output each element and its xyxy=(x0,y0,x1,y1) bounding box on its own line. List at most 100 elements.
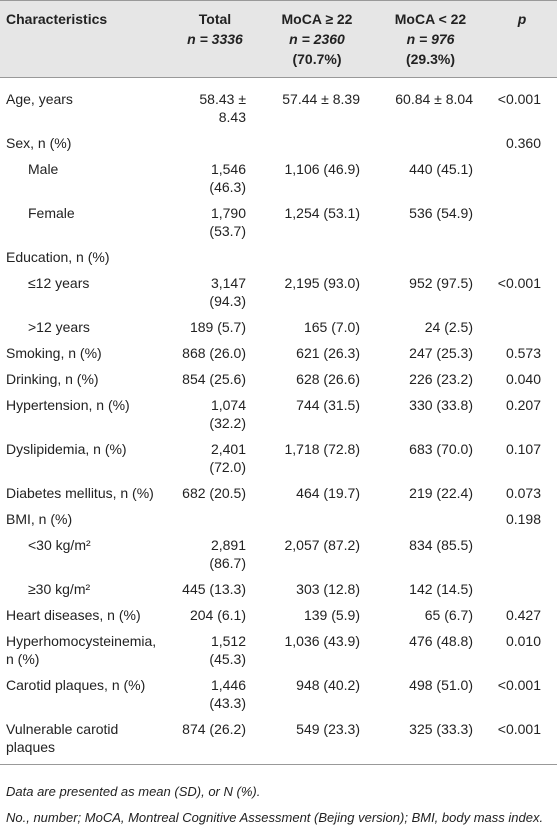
row-label: >12 years xyxy=(28,319,90,335)
cell xyxy=(374,130,487,156)
row-label: Sex, n (%) xyxy=(6,135,72,151)
cell xyxy=(374,506,487,532)
table-row: Diabetes mellitus, n (%) 682 (20.5) 464 (1… xyxy=(0,480,557,506)
cell xyxy=(260,506,374,532)
cell: 834 (85.5) xyxy=(409,537,473,553)
cell: 3,147 (94.3) xyxy=(209,275,246,309)
cell: 142 (14.5) xyxy=(409,581,473,597)
row-label: ≥30 kg/m² xyxy=(28,581,91,597)
table-row: Heart diseases, n (%) 204 (6.1) 139 (5.9) 6… xyxy=(0,602,557,628)
cell: <0.001 xyxy=(487,716,557,765)
cell: 303 (12.8) xyxy=(296,581,360,597)
cell: 854 (25.6) xyxy=(182,371,246,387)
cell: 628 (26.6) xyxy=(296,371,360,387)
cell xyxy=(487,200,557,244)
header-cell: Characteristics xyxy=(0,0,170,78)
cell xyxy=(260,130,374,156)
header-line: Characteristics xyxy=(6,11,108,27)
cell: 1,546 (46.3) xyxy=(209,161,246,195)
header-cell: p xyxy=(487,0,557,78)
cell: <0.001 xyxy=(497,677,541,693)
table-row: ≥30 kg/m² 445 (13.3) 303 (12.8) 142 (14.5) xyxy=(0,576,557,602)
header-line: (29.3%) xyxy=(405,51,456,67)
table-row: Age, years 58.43 ± 8.43 57.44 ± 8.39 60.84 … xyxy=(0,78,557,131)
cell: 948 (40.2) xyxy=(296,677,360,693)
cell: 1,254 (53.1) xyxy=(284,205,361,221)
row-label: Smoking, n (%) xyxy=(6,345,102,361)
cell xyxy=(374,244,487,270)
table-row: Female 1,790 (53.7) 1,254 (53.1) 536 (54.9) xyxy=(0,200,557,244)
cell: 1,512 (45.3) xyxy=(209,633,246,667)
table-row: Smoking, n (%) 868 (26.0) 621 (26.3) 247 (2… xyxy=(0,340,557,366)
cell: 204 (6.1) xyxy=(189,607,246,623)
footnote: Data are presented as mean (SD), or N (%… xyxy=(6,784,261,799)
cell: 0.427 xyxy=(505,607,541,623)
table-row: Drinking, n (%) 854 (25.6) 628 (26.6) 226 (… xyxy=(0,366,557,392)
cell xyxy=(170,244,260,270)
table-row: BMI, n (%) 0.198 xyxy=(0,506,557,532)
cell: 226 (23.2) xyxy=(409,371,473,387)
header-cell: Total n = 3336 xyxy=(170,0,260,78)
row-label: Carotid plaques, n (%) xyxy=(6,677,146,693)
cell: 549 (23.3) xyxy=(260,716,374,765)
cell: <0.001 xyxy=(497,91,541,107)
cell: 498 (51.0) xyxy=(409,677,473,693)
cell: 952 (97.5) xyxy=(409,275,473,291)
table-row: >12 years 189 (5.7) 165 (7.0) 24 (2.5) xyxy=(0,314,557,340)
cell: 0.107 xyxy=(505,441,541,457)
cell: 1,718 (72.8) xyxy=(284,441,361,457)
row-label: Female xyxy=(28,205,75,221)
cell: <0.001 xyxy=(497,275,541,291)
cell xyxy=(487,156,557,200)
table-row: ≤12 years 3,147 (94.3) 2,195 (93.0) 952 (97… xyxy=(0,270,557,314)
table-row: Male 1,546 (46.3) 1,106 (46.9) 440 (45.1) xyxy=(0,156,557,200)
cell: 60.84 ± 8.04 xyxy=(395,91,473,107)
table-row: <30 kg/m² 2,891 (86.7) 2,057 (87.2) 834 (85… xyxy=(0,532,557,576)
cell: 2,401 (72.0) xyxy=(209,441,246,475)
header-line: MoCA < 22 xyxy=(394,11,467,27)
cell xyxy=(260,244,374,270)
cell: 0.010 xyxy=(505,633,541,649)
header-line: Total xyxy=(198,11,232,27)
cell: 1,036 (43.9) xyxy=(284,633,361,649)
cell xyxy=(487,314,557,340)
header-line: n = 976 xyxy=(406,31,455,47)
header-cell: MoCA < 22 n = 976 (29.3%) xyxy=(374,0,487,78)
cell: 1,790 (53.7) xyxy=(209,205,246,239)
cell: 440 (45.1) xyxy=(409,161,473,177)
row-label: Hypertension, n (%) xyxy=(6,397,130,413)
cell: 219 (22.4) xyxy=(409,485,473,501)
cell: 874 (26.2) xyxy=(170,716,260,765)
header-line: (70.7%) xyxy=(292,51,342,67)
cell xyxy=(487,532,557,576)
cell: 476 (48.8) xyxy=(409,633,473,649)
cell: 0.198 xyxy=(505,511,541,527)
row-label: BMI, n (%) xyxy=(6,511,73,527)
row-label: Dyslipidemia, n (%) xyxy=(6,441,127,457)
cell: 744 (31.5) xyxy=(296,397,360,413)
cell xyxy=(170,130,260,156)
footnote: No., number; MoCA, Montreal Cognitive As… xyxy=(6,810,544,825)
row-label: Hyperhomocysteinemia, n (%) xyxy=(6,633,157,667)
cell: 0.207 xyxy=(505,397,541,413)
header-line: n = 2360 xyxy=(289,31,345,47)
row-label: Drinking, n (%) xyxy=(6,371,99,387)
cell: 1,446 (43.3) xyxy=(209,677,246,711)
table-body: Age, years 58.43 ± 8.43 57.44 ± 8.39 60.84 … xyxy=(0,78,557,765)
header-line: MoCA ≥ 22 xyxy=(281,11,353,27)
table-row: Vulnerable carotid plaques 874 (26.2) 549 … xyxy=(0,716,557,765)
cell xyxy=(487,244,557,270)
cell: 189 (5.7) xyxy=(189,319,246,335)
header-row: Characteristics Total n = 3336 MoCA ≥ 22 n =… xyxy=(0,0,557,78)
cell: 58.43 ± 8.43 xyxy=(199,91,246,125)
cell: 2,057 (87.2) xyxy=(284,537,361,553)
cell: 682 (20.5) xyxy=(182,485,246,501)
cell: 1,106 (46.9) xyxy=(284,161,361,177)
table-row: Hyperhomocysteinemia, n (%) 1,512 (45.3) 1… xyxy=(0,628,557,672)
table-row: Education, n (%) xyxy=(0,244,557,270)
cell: 24 (2.5) xyxy=(424,319,473,335)
cell: 325 (33.3) xyxy=(374,716,487,765)
row-label: Diabetes mellitus, n (%) xyxy=(6,485,154,501)
row-label: Male xyxy=(28,161,59,177)
